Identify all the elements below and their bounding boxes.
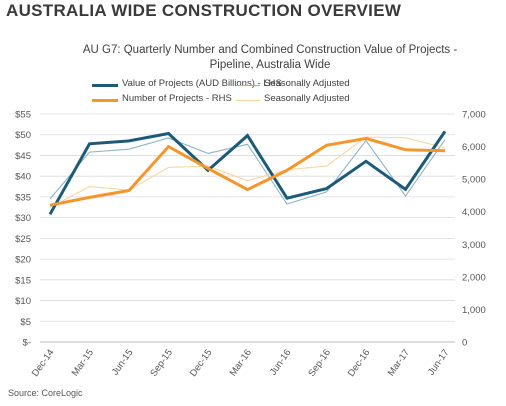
x-tick-label: Mar-17 bbox=[386, 347, 412, 378]
left-tick-label: $20 bbox=[15, 255, 31, 266]
x-tick-label: Sep-16 bbox=[306, 347, 333, 378]
x-tick-label: Dec-16 bbox=[346, 347, 373, 378]
series-line-3 bbox=[49, 136, 446, 208]
left-tick-label: $5 bbox=[20, 317, 31, 328]
left-tick-label: $50 bbox=[15, 130, 31, 141]
x-tick-label: Dec-15 bbox=[188, 347, 215, 378]
left-tick-label: $40 bbox=[15, 172, 31, 183]
left-tick-label: $55 bbox=[15, 110, 31, 121]
legend-swatch-number bbox=[92, 99, 118, 102]
right-tick-label: 7,000 bbox=[462, 110, 486, 121]
series-line-1 bbox=[49, 137, 446, 205]
x-tick-label: Dec-14 bbox=[30, 347, 57, 378]
left-tick-label: $45 bbox=[15, 151, 31, 162]
chart-title: AU G7: Quarterly Number and Combined Con… bbox=[82, 44, 458, 56]
x-tick-label: Mar-15 bbox=[70, 347, 96, 378]
right-tick-label: 0 bbox=[462, 338, 467, 349]
left-tick-label: $- bbox=[23, 338, 31, 349]
series-line-0 bbox=[48, 130, 447, 216]
legend-label-value-sa: Seasonally Adjusted bbox=[264, 78, 350, 89]
right-tick-label: 2,000 bbox=[462, 272, 486, 283]
x-tick-label: Jun-17 bbox=[426, 347, 452, 377]
page-heading: AUSTRALIA WIDE CONSTRUCTION OVERVIEW bbox=[6, 1, 402, 20]
legend-label-number: Number of Projects - RHS bbox=[122, 93, 232, 104]
x-tick-label: Sep-15 bbox=[148, 347, 175, 378]
x-tick-label: Jun-16 bbox=[268, 347, 294, 377]
left-y-axis: $- $5 $10 $15 $20 $25 $30 $35 $40 $45 $50 $55 bbox=[15, 110, 31, 349]
left-tick-label: $10 bbox=[15, 296, 31, 307]
right-tick-label: 6,000 bbox=[462, 142, 486, 153]
left-tick-label: $15 bbox=[15, 275, 31, 286]
chart-subtitle: Pipeline, Australia Wide bbox=[209, 59, 331, 71]
x-axis: Dec-14 Mar-15 Jun-15 Sep-15 Dec-15 Mar-16 Jun-… bbox=[30, 341, 455, 379]
left-tick-label: $25 bbox=[15, 234, 31, 245]
right-tick-label: 1,000 bbox=[462, 305, 486, 316]
legend-swatch-number-sa bbox=[236, 100, 260, 101]
legend-swatch-value-sa bbox=[236, 85, 260, 86]
left-tick-label: $35 bbox=[15, 192, 31, 203]
left-tick-label: $30 bbox=[15, 213, 31, 224]
source-note: Source: CoreLogic bbox=[8, 388, 83, 398]
legend-label-value: Value of Projects (AUD Billions) - LHS bbox=[122, 78, 282, 89]
right-tick-label: 3,000 bbox=[462, 240, 486, 251]
right-tick-label: 5,000 bbox=[462, 175, 486, 186]
right-tick-label: 4,000 bbox=[462, 207, 486, 218]
legend-swatch-value bbox=[92, 84, 118, 87]
series-line-2 bbox=[49, 136, 446, 207]
x-tick-label: Mar-16 bbox=[228, 347, 254, 378]
grid-lines bbox=[40, 113, 455, 343]
series-lines bbox=[48, 130, 447, 216]
right-y-axis: 0 1,000 2,000 3,000 4,000 5,000 6,000 7,000 bbox=[462, 110, 486, 349]
x-tick-label: Jun-15 bbox=[110, 347, 136, 377]
legend-label-number-sa: Seasonally Adjusted bbox=[264, 93, 350, 104]
